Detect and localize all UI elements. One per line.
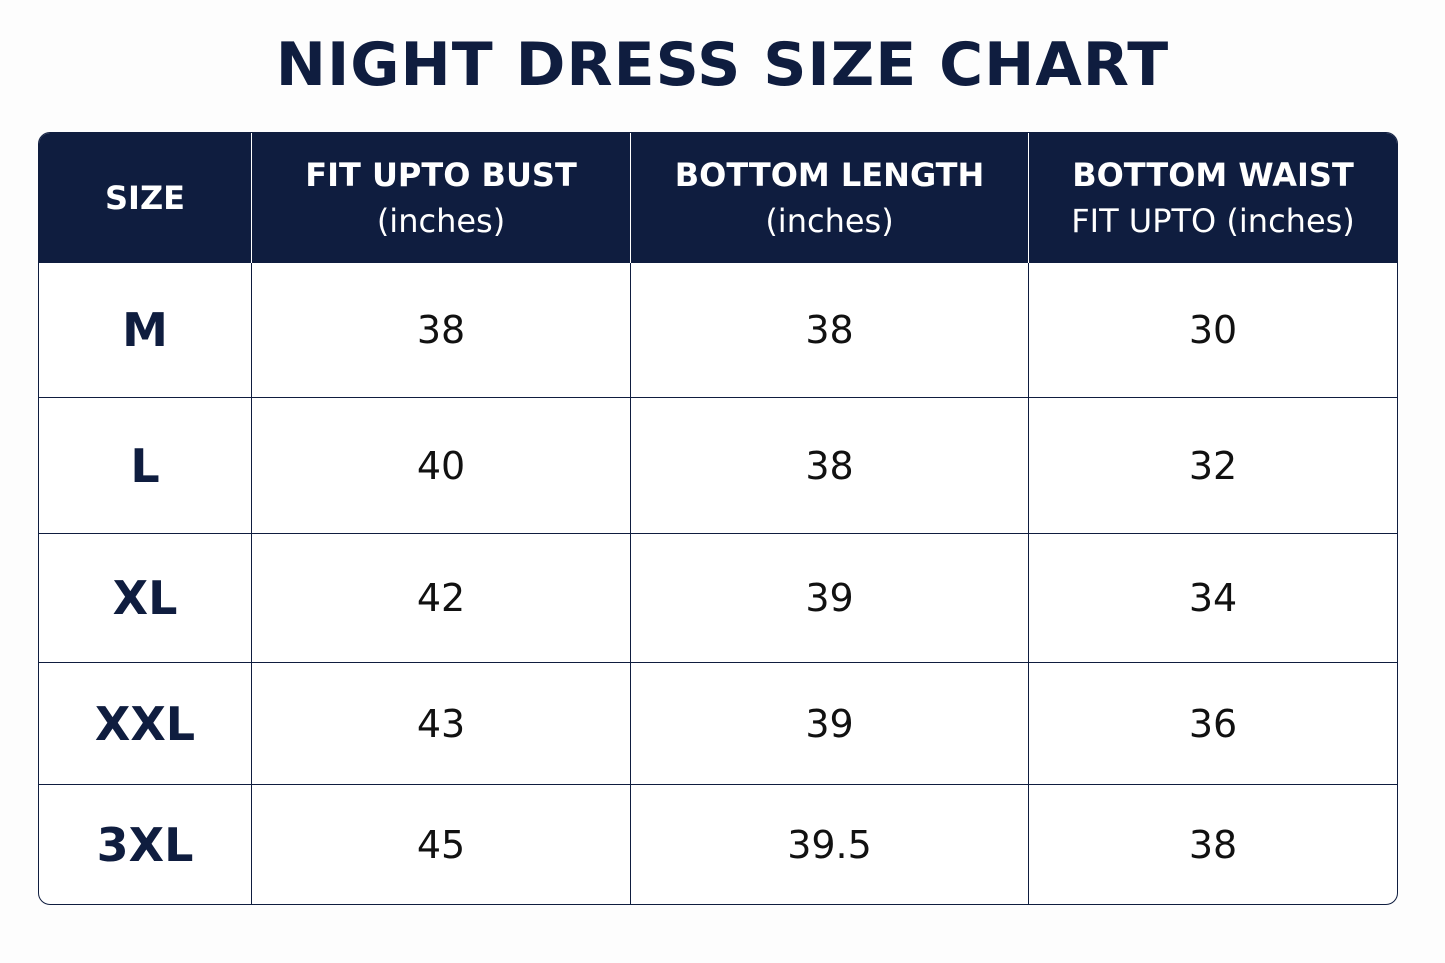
value-cell: 30 [1029, 263, 1397, 398]
value-cell: 38 [1188, 822, 1238, 867]
value-cell: 45 [252, 785, 631, 904]
header-cell: BOTTOM WAIST FIT UPTO (inches) [1029, 133, 1397, 263]
header-text: SIZE [104, 179, 185, 217]
header-text: FIT UPTO BUST [305, 156, 577, 194]
value-cell: 39 [631, 663, 1029, 785]
header-cell: BOTTOM LENGTH (inches) [631, 133, 1029, 263]
value-cell: 42 [252, 534, 631, 663]
value-cell: 32 [1029, 398, 1397, 534]
header-text: (inches) [765, 202, 894, 240]
size-cell: L [39, 398, 252, 534]
value-cell: 43 [252, 663, 631, 785]
size-table: SIZE FIT UPTO BUST (inches) BOTTOM LENGTH (i… [38, 132, 1398, 905]
size-cell: M [39, 263, 252, 398]
value-cell: 36 [1029, 663, 1397, 785]
value-cell: 38 [252, 263, 631, 398]
value-cell: 34 [1029, 534, 1397, 663]
header-text: FIT UPTO (inches) [1071, 202, 1355, 240]
value-cell: 39 [631, 534, 1029, 663]
header-cell: FIT UPTO BUST (inches) [252, 133, 631, 263]
size-cell: XXL [39, 663, 252, 785]
title: NIGHT DRESS SIZE CHART [275, 30, 1170, 100]
header-text: (inches) [376, 202, 506, 240]
value-cell: 40 [252, 398, 631, 534]
header-text: BOTTOM WAIST [1072, 156, 1354, 194]
value-cell: 38 [631, 398, 1029, 534]
size-cell: XL [39, 534, 252, 663]
header-text: BOTTOM LENGTH [674, 156, 985, 194]
size-cell: 3XL [39, 785, 252, 904]
value-cell: 38 [631, 263, 1029, 398]
value-cell: 39.5 [631, 785, 1029, 904]
header-cell: SIZE [39, 133, 252, 263]
